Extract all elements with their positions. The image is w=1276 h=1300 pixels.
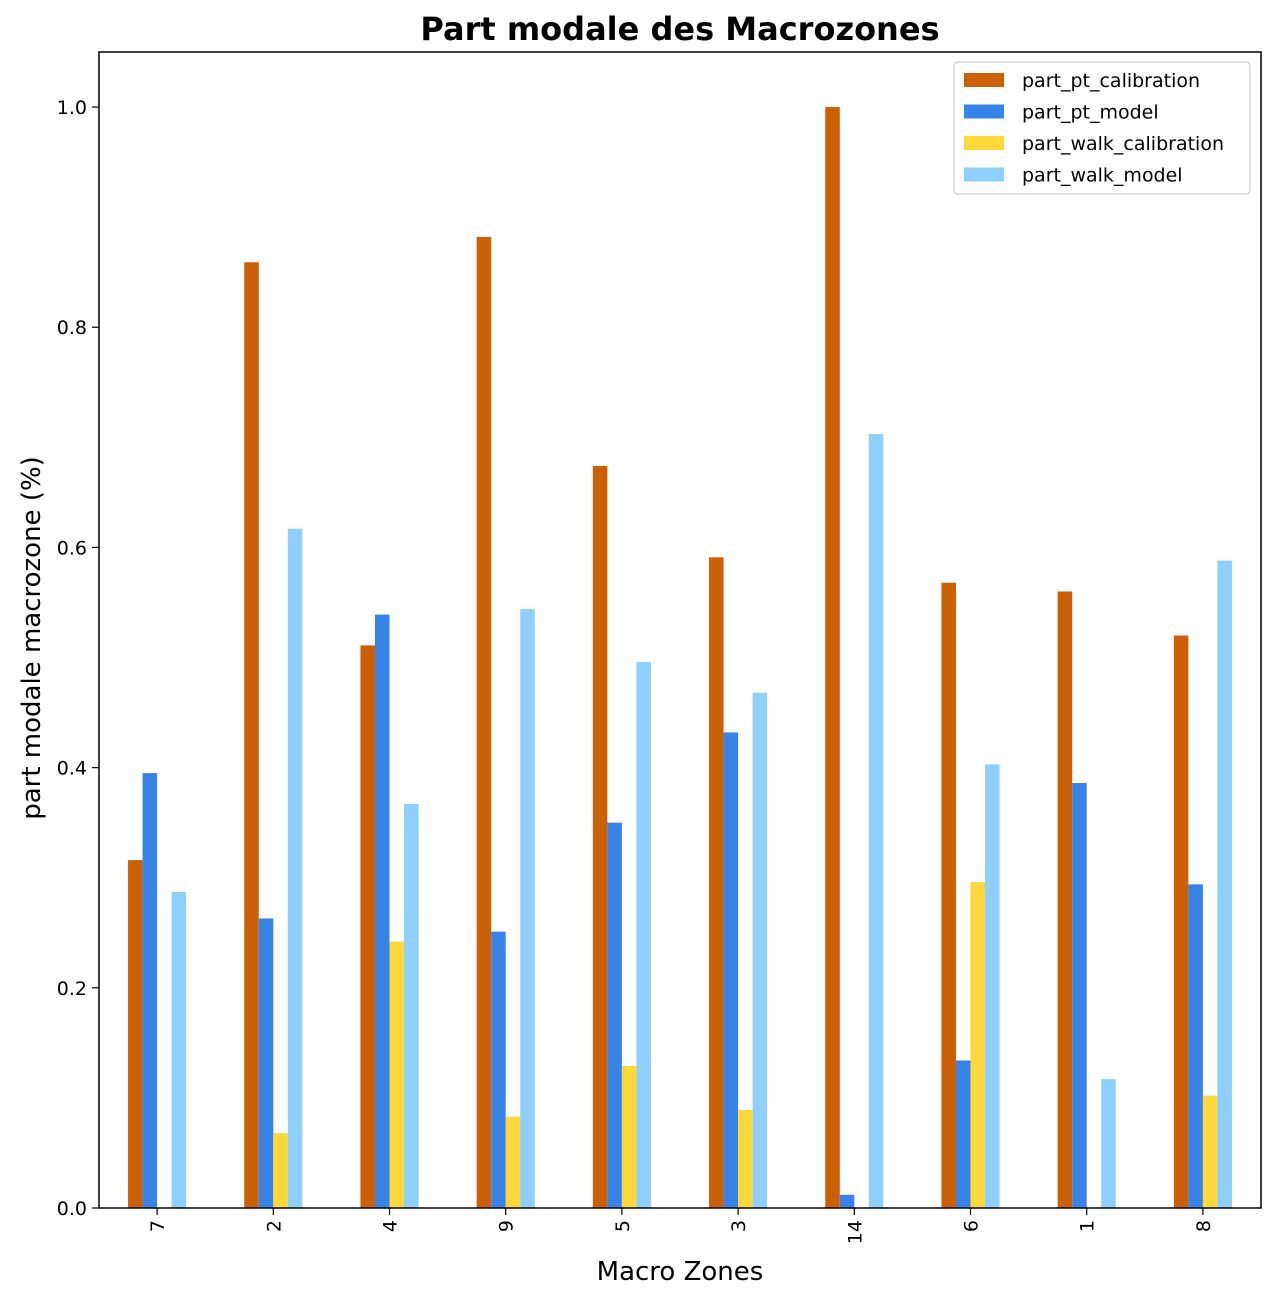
bar-part_pt_calibration-2: [244, 262, 259, 1209]
bar-part_pt_calibration-5: [592, 465, 608, 1208]
bar-part_pt_calibration-1: [1057, 591, 1073, 1208]
bar-part_walk_model-8: [1217, 560, 1232, 1208]
bar-part_pt_model-6: [955, 1060, 971, 1208]
y-tick-label: 0.2: [57, 978, 87, 1000]
bar-part_pt_model-2: [258, 918, 274, 1208]
legend-swatch-part_pt_model: [964, 104, 1004, 119]
bar-part_walk_model-2: [287, 528, 303, 1208]
y-tick-label: 0.8: [57, 317, 87, 339]
bar-part_pt_calibration-6: [941, 582, 956, 1208]
bar-part_pt_model-14: [839, 1194, 855, 1208]
bar-part_walk_model-6: [985, 764, 1000, 1208]
x-tick-label: 14: [844, 1220, 866, 1244]
y-tick-label: 0.6: [57, 537, 87, 559]
bars-group: [128, 107, 1232, 1209]
x-axis-ticks: 7 2 4 9 5 3 14 6 1 8: [147, 1208, 1215, 1244]
chart-title: Part modale des Macrozones: [420, 10, 939, 48]
bar-part_walk_calibration-6: [970, 882, 986, 1208]
bar-part_walk_calibration-3: [738, 1110, 753, 1208]
x-tick-label: 1: [1077, 1220, 1099, 1232]
legend: part_pt_calibration part_pt_model part_wal…: [953, 61, 1251, 195]
bar-part_walk_calibration-5: [621, 1065, 637, 1208]
bar-part_pt_calibration-8: [1173, 635, 1189, 1208]
x-axis-label: Macro Zones: [597, 1257, 764, 1287]
bar-part_pt_calibration-9: [476, 236, 492, 1208]
y-tick-label: 0.4: [57, 758, 87, 780]
bar-part_walk_calibration-9: [505, 1116, 521, 1208]
bar-part_walk_calibration-2: [273, 1133, 288, 1208]
bar-part_pt_model-9: [491, 931, 506, 1208]
y-axis-label: part modale macrozone (%): [17, 456, 47, 820]
x-tick-label: 5: [612, 1220, 634, 1232]
x-tick-label: 2: [263, 1220, 285, 1232]
plot-area-frame: [98, 51, 1262, 1209]
bar-part_pt_model-5: [607, 822, 622, 1208]
bar-part_pt_model-1: [1072, 783, 1087, 1208]
bar-part_walk_model-7: [171, 892, 187, 1208]
x-tick-label: 6: [961, 1220, 983, 1232]
y-tick-label: 0.0: [57, 1198, 87, 1220]
y-axis-ticks: 0.0 0.2 0.4 0.6 0.8 1.0: [57, 97, 99, 1220]
bar-part_pt_calibration-3: [709, 557, 724, 1208]
legend-label-part_walk_model: part_walk_model: [1022, 165, 1183, 187]
bar-part_pt_model-4: [374, 614, 390, 1208]
bar-part_pt_calibration-14: [825, 107, 840, 1209]
bar-part_walk_model-4: [404, 803, 419, 1208]
x-tick-label: 4: [380, 1220, 402, 1232]
legend-box: [953, 61, 1251, 195]
legend-label-part_pt_calibration: part_pt_calibration: [1022, 70, 1200, 92]
bar-part_walk_model-5: [636, 661, 651, 1208]
legend-swatch-part_walk_model: [964, 167, 1004, 182]
bar-part_pt_model-8: [1188, 884, 1203, 1208]
bar-part_walk_calibration-4: [389, 941, 405, 1208]
bar-part_walk_model-1: [1101, 1079, 1116, 1208]
bar-part_walk_model-14: [868, 434, 884, 1208]
bar-part_pt_model-7: [142, 773, 158, 1208]
x-tick-label: 3: [728, 1220, 750, 1232]
bar-part_walk_model-3: [752, 692, 768, 1208]
legend-swatch-part_pt_calibration: [964, 73, 1004, 87]
x-tick-label: 7: [147, 1220, 169, 1232]
legend-label-part_pt_model: part_pt_model: [1022, 102, 1159, 124]
y-tick-label: 1.0: [57, 97, 87, 119]
bar-part_pt_calibration-4: [360, 645, 375, 1208]
bar-part_walk_model-9: [520, 609, 535, 1208]
legend-swatch-part_walk_calibration: [964, 136, 1004, 150]
bar-part_pt_calibration-7: [128, 860, 143, 1208]
x-tick-label: 8: [1193, 1220, 1215, 1232]
legend-label-part_walk_calibration: part_walk_calibration: [1022, 133, 1224, 155]
bar-part_walk_calibration-8: [1202, 1095, 1218, 1208]
x-tick-label: 9: [496, 1220, 518, 1232]
bar-part_pt_model-3: [723, 732, 739, 1208]
